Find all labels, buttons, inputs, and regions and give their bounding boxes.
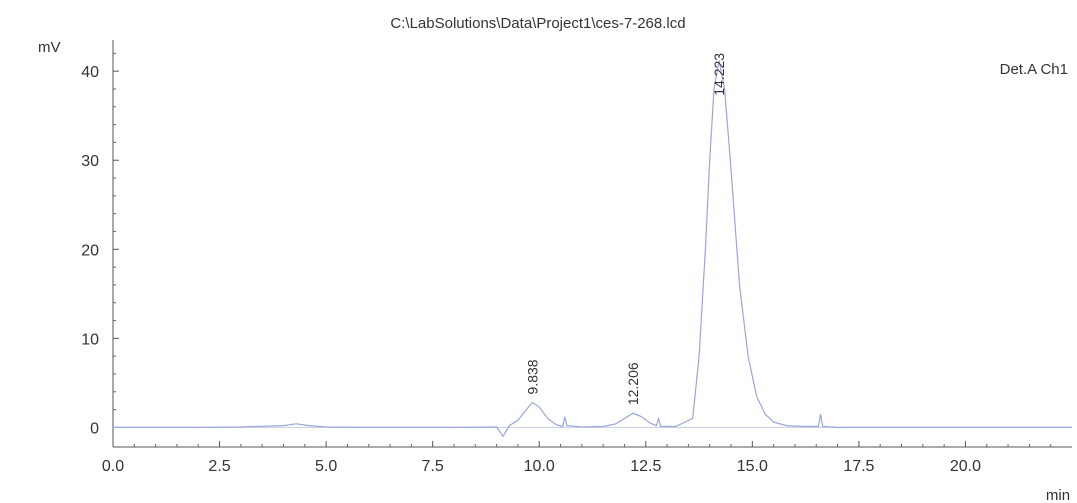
x-axis-label: min [1046,487,1070,503]
x-tick-label: 2.5 [208,458,230,475]
x-tick-label: 7.5 [422,458,444,475]
signal-line [113,60,1072,438]
plot-axes [112,40,1072,448]
chart-title: C:\LabSolutions\Data\Project1\ces-7-268.… [390,15,685,32]
x-tick-label: 10.0 [524,458,555,475]
x-tick-label: 20.0 [950,458,981,475]
x-tick-label: 17.5 [843,458,874,475]
y-tick-label: 30 [81,153,99,170]
x-tick-label: 12.5 [630,458,661,475]
y-tick-label: 20 [81,242,99,259]
peak-label: 9.838 [524,359,540,394]
y-tick-label: 40 [81,64,99,81]
peak-label: 12.206 [625,362,641,405]
axis-ticks: 0.0 2.5 5.0 7.5 10.0 12.5 15.0 17.5 20.0 0 10 20 30 4… [81,52,1052,475]
peak-label: 14.223 [711,53,727,96]
y-tick-label: 10 [81,331,99,348]
signal-trace [113,60,1072,438]
x-tick-label: 15.0 [737,458,768,475]
x-tick-label: 0.0 [102,458,124,475]
detector-legend: Det.A Ch1 [1000,61,1068,78]
y-tick-label: 0 [90,420,99,437]
peak-labels: 9.838 12.206 14.223 [524,53,727,405]
y-axis-label: mV [38,39,61,56]
x-tick-label: 5.0 [315,458,337,475]
